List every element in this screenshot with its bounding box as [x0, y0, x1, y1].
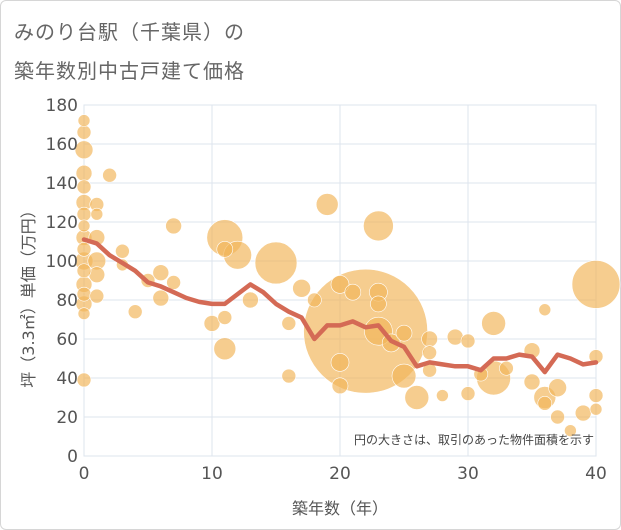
data-bubble [77, 307, 91, 320]
data-bubble [446, 328, 464, 346]
data-bubble [102, 167, 117, 183]
data-bubble [254, 241, 298, 285]
data-bubble [152, 264, 170, 282]
y-tick-label: 140 [46, 174, 78, 194]
x-tick-label: 30 [457, 464, 479, 484]
y-tick-label: 100 [46, 252, 78, 272]
data-bubble [76, 179, 92, 195]
data-bubble [588, 388, 604, 403]
data-bubble [217, 310, 233, 325]
chart-title-line-2: 築年数別中古戸建て価格 [14, 59, 245, 83]
y-axis-title: 坪（3.3㎡）単価（万円） [19, 202, 38, 387]
data-bubble [421, 330, 438, 348]
data-bubble [75, 164, 93, 182]
data-bubble [499, 360, 514, 376]
data-bubble [88, 266, 106, 283]
data-bubble [281, 368, 297, 384]
data-bubble [363, 210, 394, 242]
data-bubble [76, 206, 92, 222]
data-bubble [77, 219, 91, 233]
data-bubble [127, 304, 143, 320]
data-bubble [370, 295, 387, 313]
data-bubble [165, 217, 182, 235]
x-tick-label: 10 [201, 464, 223, 484]
data-bubble [460, 333, 476, 349]
data-bubble [307, 292, 322, 308]
y-tick-label: 180 [46, 96, 78, 116]
x-tick-label: 40 [585, 464, 607, 484]
bubble-layer [74, 114, 621, 437]
data-bubble [537, 396, 553, 411]
data-bubble [292, 278, 311, 298]
data-bubble [523, 373, 541, 391]
y-tick-label: 0 [67, 447, 78, 467]
data-bubble [76, 263, 92, 279]
y-tick-label: 20 [56, 408, 78, 428]
data-bubble [203, 315, 221, 332]
data-bubble [391, 363, 417, 389]
data-bubble [404, 385, 430, 410]
data-bubble [76, 286, 92, 302]
data-bubble [548, 378, 567, 398]
tick-labels: 0 20 40 60 80 100 120 140 160 180 0 10 20 30 40 [46, 96, 607, 484]
data-bubble [538, 303, 552, 317]
data-bubble [481, 311, 506, 336]
chart-title-line-1: みのり台駅（千葉県）の [14, 20, 245, 44]
data-bubble [89, 288, 105, 304]
data-bubble [115, 243, 130, 259]
data-bubble [422, 345, 437, 360]
data-bubble [90, 207, 104, 221]
data-bubble [395, 324, 413, 342]
y-tick-label: 40 [56, 369, 78, 389]
data-bubble [281, 316, 297, 331]
bubble-size-note: 円の大きさは、取引のあった物件面積を示す [354, 432, 594, 447]
data-bubble [76, 125, 92, 140]
data-bubble [74, 140, 94, 160]
data-bubble [460, 386, 476, 401]
x-axis-title: 築年数（年） [292, 499, 388, 518]
data-bubble [550, 409, 565, 425]
y-tick-label: 160 [46, 135, 78, 155]
data-bubble [331, 377, 349, 395]
x-tick-label: 0 [79, 464, 90, 484]
x-tick-label: 20 [329, 464, 351, 484]
data-bubble [152, 289, 170, 307]
data-bubble [213, 337, 237, 361]
average-price-line [81, 237, 599, 375]
y-tick-label: 120 [46, 213, 78, 233]
data-bubble [76, 242, 92, 257]
data-bubble [242, 291, 259, 309]
data-bubble [564, 424, 577, 437]
data-bubble [344, 283, 362, 301]
data-bubble [330, 353, 350, 372]
y-tick-label: 80 [56, 291, 78, 311]
data-bubble [571, 260, 621, 309]
data-bubble [330, 275, 350, 294]
data-bubble [574, 404, 592, 422]
data-bubble [166, 275, 181, 290]
data-bubble [315, 193, 339, 216]
y-tick-label: 60 [56, 330, 78, 350]
trend-line-layer [81, 237, 599, 375]
data-bubble [216, 241, 234, 258]
data-bubble [76, 372, 92, 388]
data-bubble [589, 402, 603, 416]
data-bubble [436, 389, 449, 402]
data-bubble [77, 114, 91, 127]
